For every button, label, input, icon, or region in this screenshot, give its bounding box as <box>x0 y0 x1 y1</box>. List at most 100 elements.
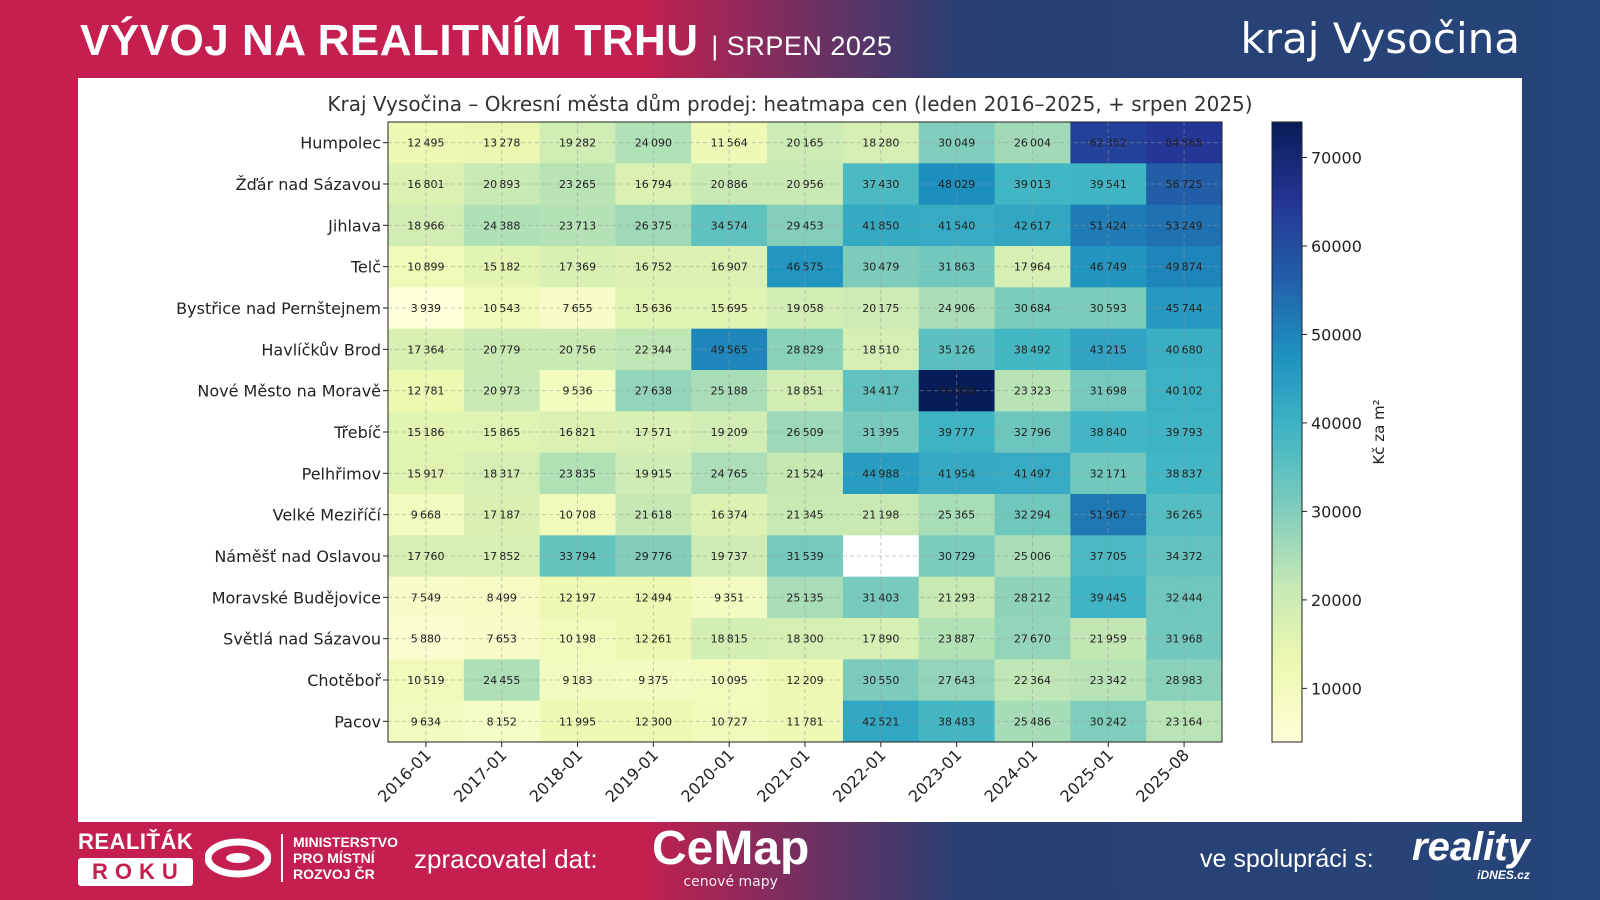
chart-panel: Kraj Vysočina – Okresní města dům prodej… <box>78 78 1522 822</box>
cell-value-label: 10 519 <box>407 674 444 687</box>
cell-value-label: 20 893 <box>483 178 520 191</box>
cell-value-label: 26 375 <box>635 219 672 232</box>
cell-value-label: 12 261 <box>635 633 672 646</box>
cell-value-label: 21 959 <box>1090 633 1127 646</box>
cell-value-label: 36 265 <box>1165 509 1202 522</box>
cell-value-label: 20 973 <box>483 385 520 398</box>
cell-value-label: 32 796 <box>1014 426 1051 439</box>
cell-value-label: 23 265 <box>559 178 596 191</box>
cell-value-label: 24 388 <box>483 219 520 232</box>
cell-value-label: 15 182 <box>483 261 520 274</box>
cell-value-label: 12 494 <box>635 591 672 604</box>
cell-value-label: 25 135 <box>786 591 823 604</box>
cell-value-label: 23 323 <box>1014 385 1051 398</box>
cell-value-label: 20 779 <box>483 343 520 356</box>
cell-value-label: 10 708 <box>559 509 596 522</box>
partner-label: ve spolupráci s: <box>1200 845 1374 873</box>
cell-value-label: 18 300 <box>786 633 823 646</box>
y-tick-label: Náměšť nad Oslavou <box>214 547 381 566</box>
footer: REALIŤÁK ROKU MINISTERSTVO PRO MÍSTNÍ RO… <box>0 822 1600 900</box>
cell-value-label: 16 374 <box>711 509 748 522</box>
cell-value-label: 11 781 <box>786 715 823 728</box>
cell-value-label: 19 915 <box>635 467 672 480</box>
cell-value-label: 25 188 <box>711 385 748 398</box>
cell-value-label: 10 095 <box>711 674 748 687</box>
cell-value-label: 22 364 <box>1014 674 1051 687</box>
title-text: VÝVOJ NA REALITNÍM TRHU <box>80 16 699 65</box>
cell-value-label: 24 090 <box>635 137 672 150</box>
cell-value-label: 44 988 <box>862 467 899 480</box>
y-tick-label: Žďár nad Sázavou <box>236 175 381 194</box>
cell-value-label: 21 618 <box>635 509 672 522</box>
cell-value-label: 18 317 <box>483 467 520 480</box>
cell-value-label: 37 705 <box>1090 550 1127 563</box>
cell-value-label: 18 851 <box>786 385 823 398</box>
cell-value-label: 16 907 <box>711 261 748 274</box>
cell-value-label: 31 968 <box>1165 633 1202 646</box>
y-tick-label: Chotěboř <box>307 671 381 690</box>
cell-value-label: 12 781 <box>407 385 444 398</box>
ministry-line1: MINISTERSTVO <box>293 834 399 850</box>
cell-value-label: 30 049 <box>938 137 975 150</box>
cell-value-label: 21 293 <box>938 591 975 604</box>
y-tick-label: Telč <box>350 258 381 277</box>
cemap-subtext: cenové mapy <box>683 874 778 890</box>
cell-value-label: 40 102 <box>1165 385 1202 398</box>
y-tick-label: Světlá nad Sázavou <box>223 630 381 649</box>
cell-value-label: 31 403 <box>862 591 899 604</box>
cell-value-label: 28 829 <box>786 343 823 356</box>
cell-value-label: 32 444 <box>1165 591 1202 604</box>
cell-value-label: 16 752 <box>635 261 672 274</box>
cell-value-label: 9 183 <box>562 674 592 687</box>
cell-value-label: 18 815 <box>711 633 748 646</box>
cell-value-label: 19 209 <box>711 426 748 439</box>
colorbar-tick-label: 50000 <box>1311 325 1362 344</box>
cell-value-label: 18 966 <box>407 219 444 232</box>
y-tick-label: Moravské Budějovice <box>212 588 381 607</box>
cell-value-label: 42 521 <box>862 715 899 728</box>
cell-value-label: 15 186 <box>407 426 444 439</box>
cemap-text: CeMap <box>652 822 810 875</box>
cell-value-label: 26 004 <box>1014 137 1051 150</box>
cell-value-label: 17 890 <box>862 633 899 646</box>
y-tick-label: Nové Město na Moravě <box>197 382 381 401</box>
cell-value-label: 31 863 <box>938 261 975 274</box>
cell-value-label: 31 539 <box>786 550 823 563</box>
cell-value-label: 24 765 <box>711 467 748 480</box>
cell-value-label: 74 008 <box>938 385 975 398</box>
cell-value-label: 15 695 <box>711 302 748 315</box>
cell-value-label: 20 956 <box>786 178 823 191</box>
cell-value-label: 27 638 <box>635 385 672 398</box>
cell-value-label: 32 294 <box>1014 509 1051 522</box>
cell-value-label: 30 550 <box>862 674 899 687</box>
cell-value-label: 38 492 <box>1014 343 1051 356</box>
cell-value-label: 12 495 <box>407 137 444 150</box>
x-tick-label: 2020-01 <box>677 745 738 806</box>
cell-value-label: 39 445 <box>1090 591 1127 604</box>
cell-value-label: 31 395 <box>862 426 899 439</box>
y-tick-label: Velké Meziříčí <box>273 506 382 525</box>
cell-value-label: 23 835 <box>559 467 596 480</box>
x-tick-label: 2018-01 <box>526 745 587 806</box>
cell-value-label: 17 364 <box>407 343 444 356</box>
ministry-logo: MINISTERSTVO PRO MÍSTNÍ ROZVOJ ČR <box>205 834 398 882</box>
cell-value-label: 31 698 <box>1090 385 1127 398</box>
cell-value-label: 15 636 <box>635 302 672 315</box>
cell-value-label: 7 653 <box>487 633 517 646</box>
cell-value-label: 23 164 <box>1165 715 1202 728</box>
cell-value-label: 29 776 <box>635 550 672 563</box>
cell-value-label: 34 372 <box>1165 550 1202 563</box>
cell-value-label: 20 175 <box>862 302 899 315</box>
cell-value-label: 30 242 <box>1090 715 1127 728</box>
cell-value-label: 18 280 <box>862 137 899 150</box>
cell-value-label: 33 794 <box>559 550 596 563</box>
cell-value-label: 10 727 <box>711 715 748 728</box>
cell-value-label: 17 760 <box>407 550 444 563</box>
x-tick-label: 2021-01 <box>753 745 814 806</box>
cell-value-label: 51 424 <box>1090 219 1127 232</box>
cell-value-label: 28 212 <box>1014 591 1051 604</box>
colorbar-tick-label: 70000 <box>1311 148 1362 167</box>
cell-value-label: 7 655 <box>562 302 592 315</box>
cell-value-label: 28 983 <box>1165 674 1202 687</box>
y-tick-label: Pacov <box>334 712 381 731</box>
